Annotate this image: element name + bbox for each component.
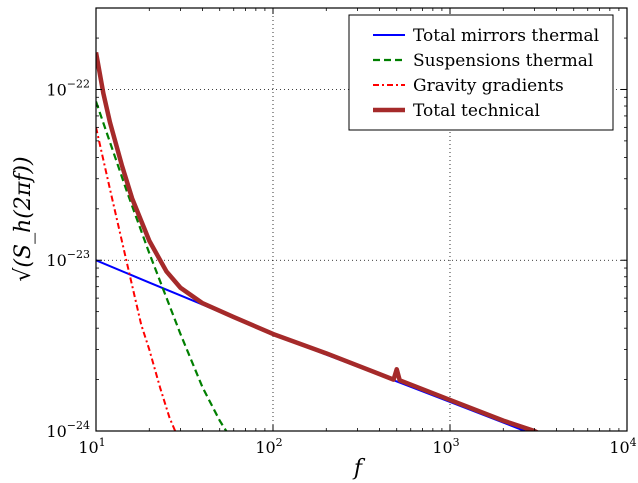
series-group: [96, 51, 540, 431]
plot-frame: [95, 7, 628, 432]
x-axis-label: f: [352, 456, 366, 481]
legend: Total mirrors thermal Suspensions thermal…: [348, 14, 614, 131]
grid: [96, 8, 627, 431]
y-tick-label: 10−22: [46, 77, 90, 99]
x-tick-label: 102: [255, 436, 282, 457]
y-axis-label: √(S_h(2πf)): [11, 156, 36, 281]
x-tick-label: 101: [78, 436, 105, 457]
x-tick-label: 103: [432, 436, 459, 457]
legend-label-2: Suspensions thermal: [413, 51, 593, 71]
series-line-4: [96, 51, 540, 431]
series-line-3: [96, 127, 177, 431]
series-line-2: [96, 101, 228, 431]
x-tick-label: 104: [609, 436, 636, 457]
legend-label-3: Gravity gradients: [413, 76, 564, 96]
legend-label-1: Total mirrors thermal: [413, 26, 599, 46]
legend-label-4: Total technical: [413, 101, 540, 121]
y-tick-label: 10−23: [46, 248, 90, 270]
